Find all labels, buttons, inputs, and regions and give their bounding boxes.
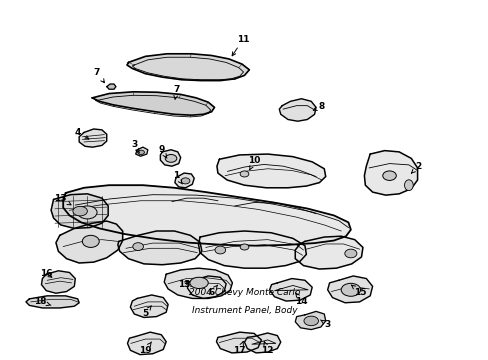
Polygon shape bbox=[160, 150, 180, 166]
Text: 18: 18 bbox=[34, 297, 51, 306]
Ellipse shape bbox=[404, 180, 412, 190]
Text: 14: 14 bbox=[295, 293, 307, 306]
Polygon shape bbox=[26, 296, 79, 308]
Text: 15: 15 bbox=[351, 285, 366, 297]
Ellipse shape bbox=[341, 283, 360, 296]
Ellipse shape bbox=[133, 243, 143, 251]
Polygon shape bbox=[216, 332, 261, 353]
Ellipse shape bbox=[304, 316, 318, 326]
Polygon shape bbox=[79, 129, 106, 147]
Polygon shape bbox=[244, 333, 280, 353]
Ellipse shape bbox=[82, 235, 99, 247]
Polygon shape bbox=[51, 194, 108, 228]
Text: 8: 8 bbox=[313, 102, 325, 111]
Text: 19: 19 bbox=[139, 342, 151, 355]
Polygon shape bbox=[127, 332, 166, 355]
Ellipse shape bbox=[240, 244, 248, 250]
Polygon shape bbox=[56, 221, 122, 263]
Text: 10: 10 bbox=[247, 157, 260, 170]
Polygon shape bbox=[295, 311, 325, 329]
Ellipse shape bbox=[181, 178, 189, 184]
Text: 3: 3 bbox=[131, 140, 139, 153]
Ellipse shape bbox=[215, 246, 225, 254]
Text: 11: 11 bbox=[232, 35, 249, 56]
Polygon shape bbox=[164, 268, 232, 298]
Polygon shape bbox=[118, 231, 202, 265]
Text: 7: 7 bbox=[173, 85, 180, 99]
Polygon shape bbox=[364, 150, 417, 195]
Text: 3: 3 bbox=[320, 320, 330, 329]
Text: 1: 1 bbox=[172, 171, 182, 184]
Polygon shape bbox=[327, 276, 372, 303]
Text: 17: 17 bbox=[233, 342, 245, 355]
Ellipse shape bbox=[73, 206, 87, 216]
Ellipse shape bbox=[382, 171, 395, 180]
Ellipse shape bbox=[189, 277, 208, 288]
Polygon shape bbox=[295, 236, 362, 269]
Ellipse shape bbox=[138, 150, 144, 154]
Text: 5: 5 bbox=[142, 306, 151, 318]
Polygon shape bbox=[217, 154, 325, 188]
Text: Instrument Panel, Body: Instrument Panel, Body bbox=[191, 306, 297, 315]
Polygon shape bbox=[92, 92, 214, 115]
Polygon shape bbox=[175, 173, 194, 188]
Text: 6: 6 bbox=[208, 285, 217, 297]
Ellipse shape bbox=[344, 249, 356, 258]
Polygon shape bbox=[63, 185, 350, 246]
Text: 2: 2 bbox=[410, 162, 421, 173]
Text: 2004 Chevy Monte Carlo: 2004 Chevy Monte Carlo bbox=[188, 288, 300, 297]
Text: 7: 7 bbox=[94, 68, 104, 83]
Text: 13: 13 bbox=[178, 280, 190, 289]
Text: 12: 12 bbox=[261, 342, 273, 355]
Text: 13: 13 bbox=[54, 194, 71, 205]
Ellipse shape bbox=[78, 206, 97, 219]
Ellipse shape bbox=[240, 171, 248, 177]
Polygon shape bbox=[269, 279, 311, 301]
Polygon shape bbox=[187, 276, 225, 298]
Polygon shape bbox=[198, 231, 306, 268]
Polygon shape bbox=[136, 147, 147, 156]
Polygon shape bbox=[106, 84, 116, 89]
Text: 9: 9 bbox=[158, 145, 167, 158]
Polygon shape bbox=[41, 271, 75, 293]
Polygon shape bbox=[279, 99, 315, 121]
Text: 16: 16 bbox=[40, 269, 52, 278]
Text: 4: 4 bbox=[74, 128, 89, 139]
Ellipse shape bbox=[165, 154, 177, 162]
Polygon shape bbox=[130, 295, 168, 318]
Polygon shape bbox=[127, 54, 249, 81]
